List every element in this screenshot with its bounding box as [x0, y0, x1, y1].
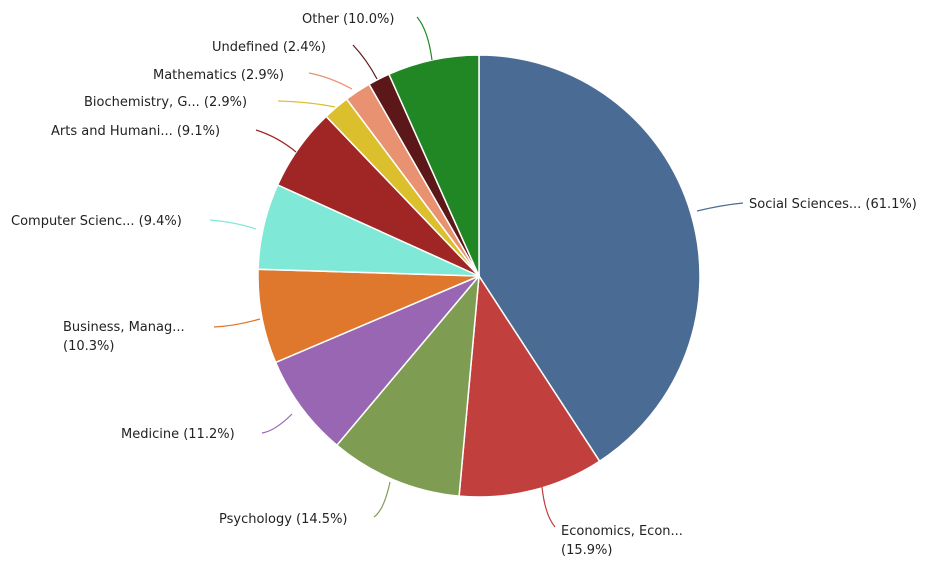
leader-line	[213, 318, 261, 328]
slice-label-percent: (10.3%)	[63, 339, 114, 354]
leader-line	[541, 486, 556, 528]
pie-slice[interactable]	[387, 54, 480, 277]
slice-label: Biochemistry, G... (2.9%)	[84, 95, 247, 110]
leader-line	[261, 413, 293, 434]
slice-label: Economics, Econ... (15.9%)	[561, 524, 683, 558]
pie-leader-lines	[209, 16, 744, 528]
pie-slice[interactable]	[274, 275, 480, 447]
leader-line	[308, 72, 353, 90]
pie-slices	[257, 54, 701, 498]
pie-slice[interactable]	[458, 273, 601, 498]
slice-label: Other (10.0%)	[302, 12, 395, 27]
pie-labels: Social Sciences... (61.1%) Economics, Eco…	[11, 12, 917, 558]
slice-label: Medicine (11.2%)	[121, 427, 235, 442]
slice-label: Social Sciences... (61.1%)	[749, 197, 917, 212]
leader-line	[696, 202, 744, 212]
leader-line	[277, 100, 336, 108]
slice-label: Arts and Humani... (9.1%)	[51, 124, 220, 139]
slice-label: Undefined (2.4%)	[212, 40, 326, 55]
leader-line	[255, 129, 297, 153]
slice-label: Mathematics (2.9%)	[153, 68, 284, 83]
slice-label-name: Business, Manag...	[63, 320, 185, 335]
slice-label: Business, Manag... (10.3%)	[63, 320, 185, 354]
slice-label-percent: (15.9%)	[561, 543, 612, 558]
leader-line	[209, 219, 257, 230]
pie-slice[interactable]	[335, 273, 480, 497]
leader-line	[416, 16, 433, 61]
leader-line	[373, 481, 391, 518]
slice-label: Psychology (14.5%)	[219, 512, 348, 527]
slice-label: Computer Scienc... (9.4%)	[11, 214, 182, 229]
slice-label-name: Economics, Econ...	[561, 524, 683, 539]
leader-line	[352, 44, 378, 80]
